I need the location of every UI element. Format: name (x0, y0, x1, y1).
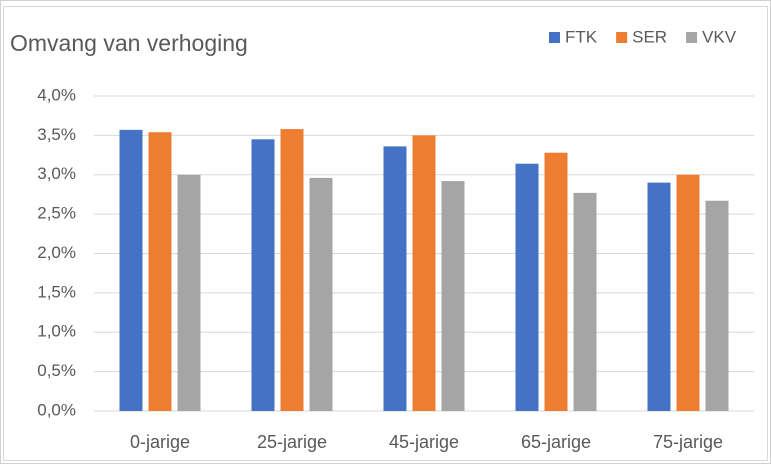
bar (148, 132, 172, 411)
bar (309, 177, 333, 411)
x-tick-label: 75-jarige (653, 432, 723, 452)
legend-swatch (616, 32, 628, 43)
bar (177, 174, 201, 411)
y-tick-label: 3,5% (37, 125, 76, 144)
bar (515, 163, 539, 411)
bar (544, 152, 568, 411)
legend-label: FTK (565, 27, 598, 46)
y-tick-label: 4,0% (37, 85, 76, 104)
y-tick-label: 0,5% (37, 361, 76, 380)
bar (573, 192, 597, 411)
x-tick-label: 0-jarige (130, 432, 190, 452)
legend-swatch (549, 32, 560, 43)
y-tick-label: 2,5% (37, 204, 76, 223)
legend-label: VKV (702, 27, 737, 46)
bar (676, 174, 700, 411)
legend-swatch (686, 32, 698, 43)
bar (705, 200, 729, 411)
y-tick-label: 0,0% (37, 400, 76, 419)
bar (280, 129, 304, 411)
bar (119, 129, 143, 412)
bar (412, 135, 436, 411)
bar (251, 139, 275, 411)
chart-title: Omvang van verhoging (10, 30, 248, 56)
x-tick-label: 65-jarige (521, 432, 591, 452)
y-tick-label: 1,5% (37, 282, 76, 301)
bar (383, 146, 407, 411)
legend-label: SER (632, 27, 667, 46)
y-tick-label: 1,0% (37, 322, 76, 341)
y-tick-label: 2,0% (37, 243, 76, 262)
bar (647, 182, 671, 411)
bar (441, 181, 465, 411)
y-tick-label: 3,0% (37, 164, 76, 183)
x-tick-label: 45-jarige (389, 432, 459, 452)
x-tick-label: 25-jarige (257, 432, 327, 452)
